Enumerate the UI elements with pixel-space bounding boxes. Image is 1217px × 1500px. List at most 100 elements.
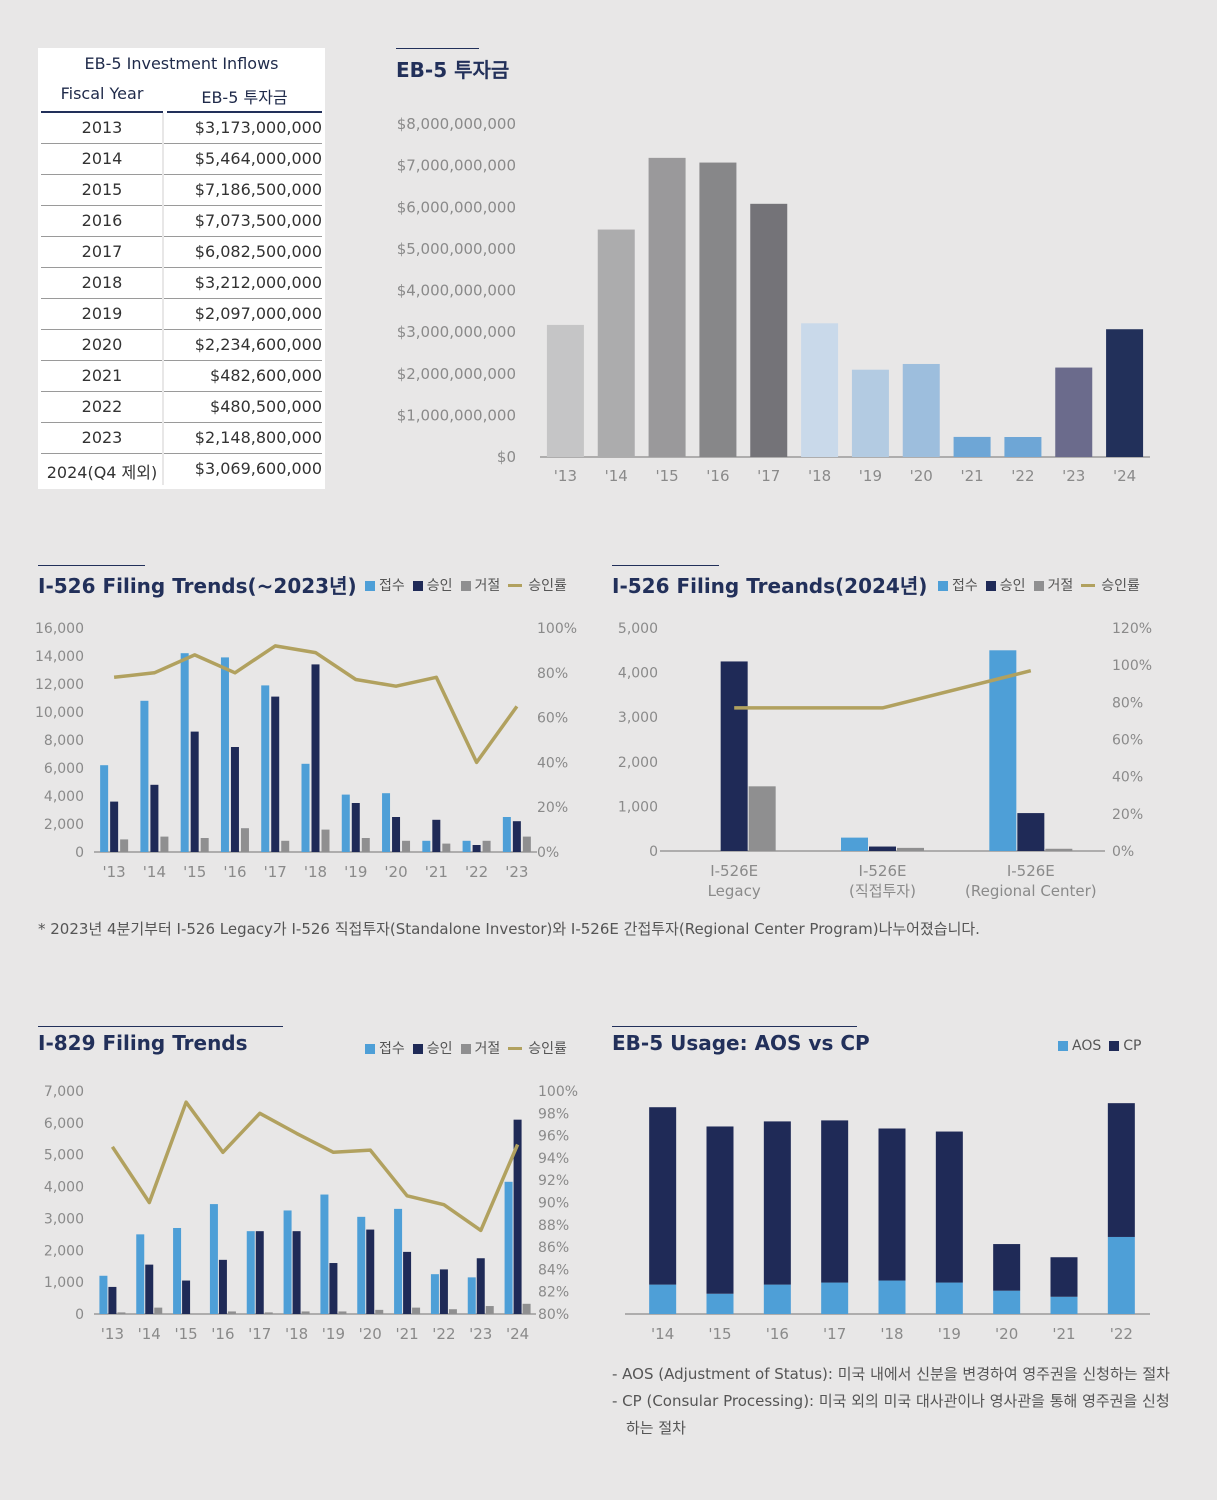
- y2-tick-label: 20%: [537, 800, 568, 816]
- bar-denials: [402, 840, 411, 852]
- y-tick-label: 2,000: [618, 755, 658, 771]
- x-tick-label: (Regional Center): [965, 882, 1097, 900]
- row-rule: [41, 236, 322, 237]
- table-row: 2021 $482,600,000: [38, 361, 325, 392]
- cell-year: 2015: [81, 180, 123, 199]
- legend-line-rate: [508, 584, 523, 587]
- bar-approvals: [513, 1119, 522, 1314]
- investment-table: EB-5 Investment Inflows Fiscal Year EB-5…: [38, 48, 325, 489]
- i526-2024-combo-chart: 0 1,000 2,000 3,000 4,000 5,000 0% 20% 40% 60% 80%…: [618, 621, 1152, 900]
- aoscp-legend: AOS CP: [1058, 1038, 1141, 1054]
- y-tick-label: 0: [75, 845, 84, 861]
- i526-legend: 접수 승인 거절 승인률: [365, 575, 567, 595]
- y-tick-label: $5,000,000,000: [397, 240, 516, 258]
- title-rule: [38, 565, 145, 566]
- row-rule: [41, 298, 322, 299]
- x-tick-label: '18: [808, 467, 831, 485]
- bar-approvals: [476, 1258, 485, 1314]
- i829-chart-title: I-829 Filing Trends: [38, 1031, 248, 1055]
- x-tick-label: '21: [395, 1325, 418, 1343]
- table-body: 2013 $3,173,000,000 2014 $5,464,000,000 2015…: [38, 113, 325, 485]
- legend-swatch-approvals: [985, 581, 996, 591]
- bar-receipts: [320, 1194, 329, 1314]
- bar-receipts: [220, 657, 229, 852]
- bar-receipts: [841, 837, 868, 851]
- x-tick-label: '19: [938, 1325, 961, 1343]
- y-tick-label: 1,000: [44, 1275, 84, 1291]
- bar-approvals: [869, 846, 896, 851]
- bar-denials: [281, 840, 290, 852]
- bar-approvals: [108, 1286, 117, 1314]
- bar-approvals: [230, 747, 239, 852]
- bar-receipts: [430, 1274, 439, 1314]
- x-tick-label: I-526E: [710, 862, 758, 880]
- bar: [953, 436, 991, 457]
- bar-denials: [338, 1311, 347, 1314]
- bar-denials: [240, 828, 249, 852]
- y-tick-label: 3,000: [44, 1211, 84, 1227]
- x-tick-label: '23: [1062, 467, 1085, 485]
- bar-denials: [522, 1303, 531, 1314]
- bar-cp: [763, 1121, 791, 1285]
- bar-aos: [935, 1282, 963, 1314]
- y2-tick-label: 82%: [538, 1285, 569, 1301]
- bar-denials: [1045, 848, 1073, 851]
- x-tick-label: '20: [995, 1325, 1018, 1343]
- bar-approvals: [292, 1231, 301, 1314]
- table-row: 2022 $480,500,000: [38, 392, 325, 423]
- bar-approvals: [271, 696, 280, 852]
- cell-amount: $6,082,500,000: [194, 242, 322, 261]
- bar-aos: [821, 1282, 849, 1314]
- bar-approvals: [720, 661, 748, 851]
- y-tick-label: $0: [497, 448, 516, 466]
- table-caption: EB-5 Investment Inflows: [84, 54, 279, 73]
- y2-tick-label: 96%: [538, 1129, 569, 1145]
- cell-amount: $5,464,000,000: [194, 149, 322, 168]
- bar-approvals: [351, 803, 360, 852]
- x-tick-label: '14: [605, 467, 628, 485]
- i829-combo-chart: 0 1,000 2,000 3,000 4,000 5,000 6,000 7,000 80% 8…: [44, 1084, 578, 1343]
- legend-approvals: 승인: [426, 578, 453, 594]
- y2-tick-label: 20%: [1112, 807, 1143, 823]
- y2-tick-label: 0%: [1112, 844, 1134, 860]
- y-tick-label: $6,000,000,000: [397, 198, 516, 216]
- y2-tick-label: 84%: [538, 1262, 569, 1278]
- x-tick-label: '18: [304, 863, 327, 881]
- cell-year: 2016: [81, 211, 123, 230]
- bar: [648, 157, 686, 457]
- legend-swatch-receipts: [938, 581, 948, 591]
- x-tick-label: '16: [766, 1325, 789, 1343]
- table-row: 2023 $2,148,800,000: [38, 423, 325, 454]
- table-row: 2024(Q4 제외) $3,069,600,000: [38, 454, 325, 485]
- x-tick-label: '22: [1110, 1325, 1133, 1343]
- bar-approvals: [182, 1280, 191, 1314]
- x-tick-label: '21: [425, 863, 448, 881]
- bar-denials: [522, 836, 531, 852]
- legend-rate: 승인률: [1101, 578, 1140, 594]
- row-rule: [41, 391, 322, 392]
- x-tick-label: I-526E: [859, 862, 907, 880]
- cell-amount: $3,173,000,000: [194, 118, 322, 137]
- x-tick-label: '24: [1113, 467, 1136, 485]
- x-tick-label: '22: [1011, 467, 1034, 485]
- cell-amount: $2,148,800,000: [194, 428, 322, 447]
- x-tick-label: '13: [554, 467, 577, 485]
- cell-year: 2014: [81, 149, 123, 168]
- table-row: 2014 $5,464,000,000: [38, 144, 325, 175]
- bar-approvals: [366, 1229, 375, 1314]
- legend-approvals: 승인: [999, 578, 1026, 594]
- legend-denials: 거절: [1047, 578, 1074, 594]
- i526-2024-legend: 접수 승인 거절 승인률: [938, 575, 1140, 595]
- legend-swatch-approvals: [412, 1044, 423, 1054]
- cell-amount: $480,500,000: [210, 397, 322, 416]
- y-tick-label: $8,000,000,000: [397, 115, 516, 133]
- bar: [1106, 329, 1144, 457]
- table-row: 2018 $3,212,000,000: [38, 268, 325, 299]
- footnote: * 2023년 4분기부터 I-526 Legacy가 I-526 직접투자(S…: [38, 920, 980, 938]
- cell-year: 2023: [81, 428, 123, 447]
- bar-denials: [442, 843, 451, 852]
- bar: [801, 323, 839, 457]
- bar-cp: [935, 1131, 963, 1283]
- y2-tick-label: 100%: [538, 1084, 578, 1100]
- bar-aos: [763, 1284, 791, 1314]
